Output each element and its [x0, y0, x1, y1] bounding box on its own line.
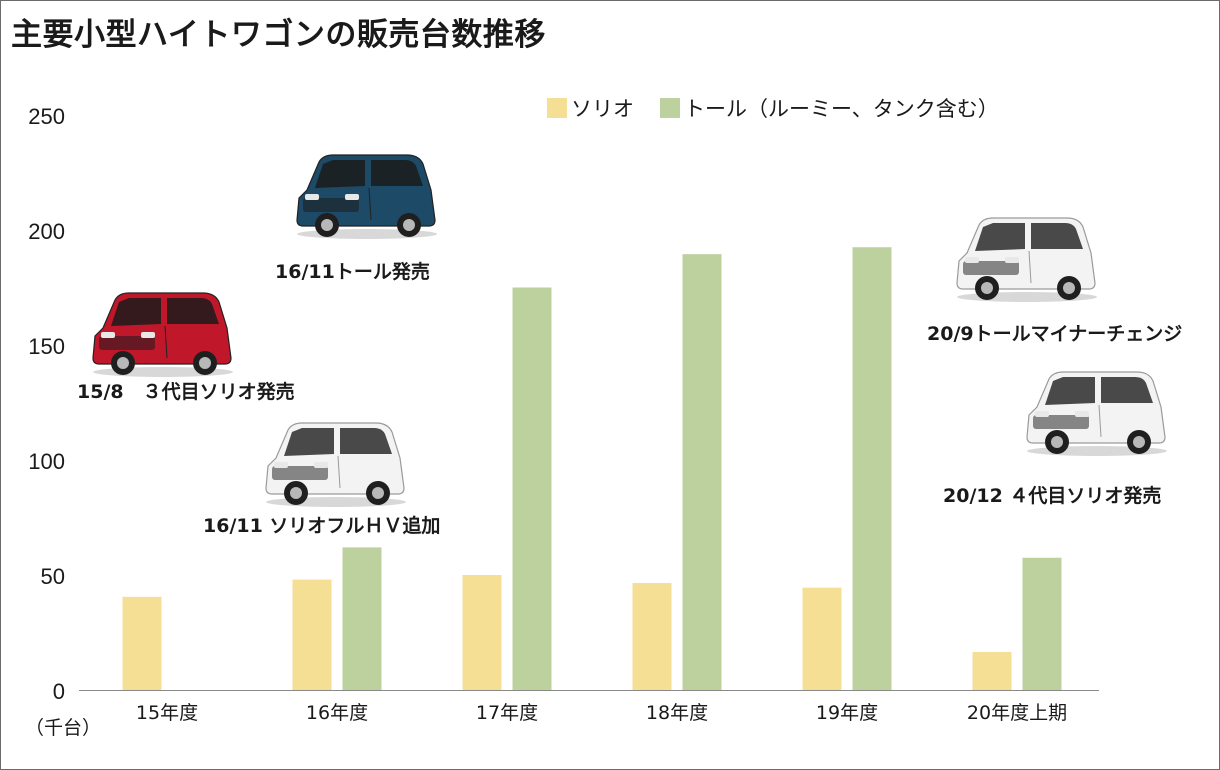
event-label-tall-launch: 16/11トール発売 — [275, 261, 430, 283]
car-image-tall-dark — [285, 146, 445, 242]
x-tick-label: 16年度 — [306, 702, 368, 724]
chart-title: 主要小型ハイトワゴンの販売台数推移 — [11, 17, 546, 53]
event-label-solio-hv: 16/11 ソリオフルＨＶ追加 — [203, 515, 441, 537]
bar-solio — [972, 652, 1012, 690]
car-image-solio-red — [81, 284, 241, 380]
y-unit-label: （千台） — [25, 717, 102, 739]
legend-item-solio: ソリオ — [547, 93, 634, 123]
event-label-solio-3rd: 15/8 ３代目ソリオ発売 — [77, 381, 295, 403]
bar-tall — [342, 547, 382, 690]
x-tick-label: 15年度 — [136, 702, 198, 724]
legend-swatch-tall — [660, 98, 680, 118]
bar-solio — [462, 575, 502, 690]
event-label-tall-mc: 20/9トールマイナーチェンジ — [927, 323, 1183, 345]
bar-solio — [292, 579, 332, 690]
bar-solio — [632, 583, 672, 690]
x-tick-label: 18年度 — [646, 702, 708, 724]
legend: ソリオ トール（ルーミー、タンク含む） — [547, 93, 1025, 123]
y-tick-label: 0 — [53, 679, 65, 704]
car-image-solio-4th — [1015, 363, 1175, 459]
x-tick-label: 20年度上期 — [967, 702, 1067, 724]
legend-item-tall: トール（ルーミー、タンク含む） — [660, 93, 999, 123]
car-image-solio-hv — [254, 414, 414, 510]
legend-swatch-solio — [547, 98, 567, 118]
legend-label-solio: ソリオ — [571, 97, 634, 121]
y-tick-label: 100 — [28, 449, 65, 474]
bar-tall — [512, 287, 552, 690]
y-tick-label: 50 — [41, 564, 65, 589]
y-tick-label: 200 — [28, 219, 65, 244]
car-image-tall-mc — [945, 209, 1105, 305]
bar-solio — [122, 596, 162, 690]
bar-tall — [1022, 557, 1062, 690]
y-tick-label: 250 — [28, 104, 65, 129]
bar-tall — [852, 247, 892, 690]
event-label-solio-4th: 20/12 ４代目ソリオ発売 — [943, 485, 1162, 507]
y-tick-label: 150 — [28, 334, 65, 359]
x-tick-label: 17年度 — [476, 702, 538, 724]
bar-solio — [802, 587, 842, 690]
legend-label-tall: トール（ルーミー、タンク含む） — [684, 97, 999, 121]
x-tick-label: 19年度 — [816, 702, 878, 724]
bar-tall — [682, 254, 722, 690]
